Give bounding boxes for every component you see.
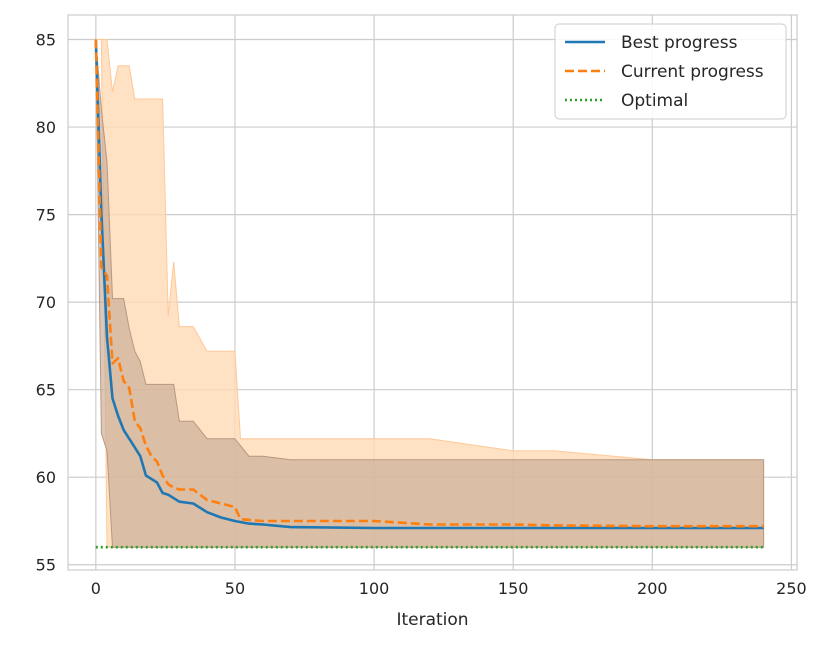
- y-tick-label: 70: [36, 293, 56, 312]
- x-axis-ticks: 0 50 100 150 200 250: [91, 579, 807, 598]
- y-tick-label: 80: [36, 118, 56, 137]
- x-tick-label: 50: [225, 579, 245, 598]
- line-current-progress: [94, 39, 764, 528]
- plot-frame: [67, 14, 798, 571]
- y-tick-label: 85: [36, 31, 56, 50]
- x-tick-label: 250: [776, 579, 807, 598]
- legend-label: Best progress: [621, 33, 738, 53]
- y-tick-label: 75: [36, 206, 56, 225]
- x-tick-label: 150: [498, 579, 529, 598]
- legend-label: Optimal: [621, 91, 688, 111]
- x-tick-label: 200: [637, 579, 668, 598]
- legend-label: Current progress: [621, 62, 764, 82]
- x-axis-label: Iteration: [396, 610, 468, 630]
- y-tick-label: 65: [36, 381, 56, 400]
- legend-box: [554, 23, 787, 120]
- x-tick-label: 0: [91, 579, 101, 598]
- series-lines: [94, 39, 764, 549]
- y-axis-ticks: 55 60 65 70 75 80 85: [36, 31, 56, 575]
- confidence-bands: [95, 39, 765, 548]
- x-tick-label: 100: [359, 579, 390, 598]
- y-tick-label: 55: [36, 556, 56, 575]
- y-tick-label: 60: [36, 468, 56, 487]
- band-best-progress: [95, 39, 765, 548]
- legend: Best progress Current progress Optimal: [554, 23, 787, 120]
- line-best-progress: [94, 39, 764, 530]
